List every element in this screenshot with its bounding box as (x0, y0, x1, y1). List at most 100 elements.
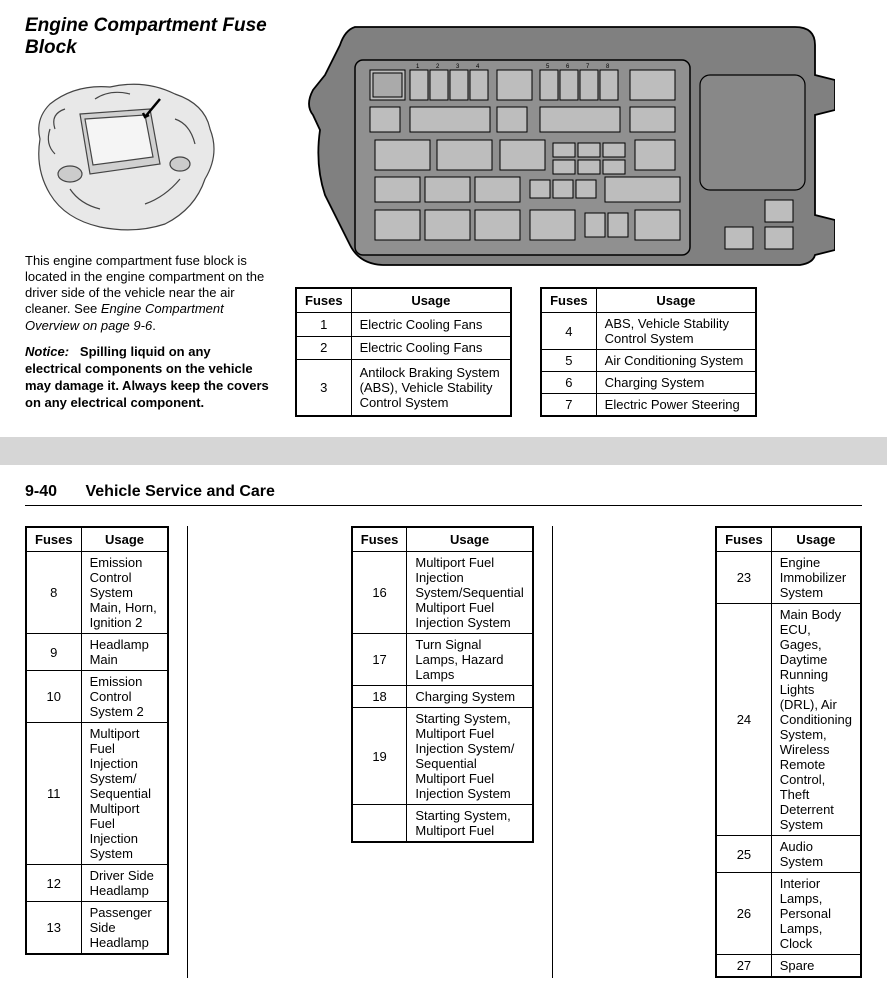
fuse-usage: Engine Immobilizer System (771, 552, 861, 604)
table-row: 2Electric Cooling Fans (296, 336, 511, 360)
table-row: 17Turn Signal Lamps, Hazard Lamps (352, 634, 533, 686)
th-fuses: Fuses (26, 527, 81, 552)
notice-label: Notice: (25, 344, 69, 359)
th-fuses: Fuses (716, 527, 771, 552)
table-row: 9Headlamp Main (26, 634, 168, 671)
fuse-table-2: Fuses Usage 4ABS, Vehicle Stability Cont… (540, 287, 757, 417)
fuse-usage: Charging System (407, 686, 533, 708)
table-row: 7Electric Power Steering (541, 394, 756, 417)
fuse-table-4-body: 16Multiport Fuel Injection System/Sequen… (352, 552, 533, 843)
page-lower: 9-40 Vehicle Service and Care Fuses Usag… (0, 465, 887, 988)
notice-paragraph: Notice: Spilling liquid on any electrica… (25, 344, 270, 412)
fuse-table-2-body: 4ABS, Vehicle Stability Control System5A… (541, 313, 756, 417)
fuse-usage: Driver Side Headlamp (81, 865, 168, 902)
fuse-number: 11 (26, 723, 81, 865)
fuse-table-3: Fuses Usage 8Emission Control System Mai… (25, 526, 169, 955)
table-row: 3Antilock Braking System (ABS), Vehicle … (296, 360, 511, 416)
table-row: 26Interior Lamps, Personal Lamps, Clock (716, 873, 861, 955)
fuse-table-5: Fuses Usage 23Engine Immobilizer System2… (715, 526, 862, 978)
fuse-usage: Starting System, Multiport Fuel Injectio… (407, 708, 533, 805)
fuse-number: 10 (26, 671, 81, 723)
fuse-number: 19 (352, 708, 407, 805)
th-usage: Usage (407, 527, 533, 552)
table-row: 8Emission Control System Main, Horn, Ign… (26, 552, 168, 634)
fuse-number: 9 (26, 634, 81, 671)
fuse-usage: Electric Cooling Fans (351, 336, 511, 360)
desc-after: . (152, 318, 156, 333)
page-header: 9-40 Vehicle Service and Care (25, 483, 862, 506)
fuse-number: 25 (716, 836, 771, 873)
th-usage: Usage (771, 527, 861, 552)
right-column: 1234 5678 Fuses Usage 1Electric Cooling … (295, 15, 862, 417)
fuse-number: 4 (541, 313, 596, 350)
fuse-usage: Interior Lamps, Personal Lamps, Clock (771, 873, 861, 955)
fuse-table-3-body: 8Emission Control System Main, Horn, Ign… (26, 552, 168, 955)
column-separator (552, 526, 697, 978)
th-usage: Usage (596, 288, 756, 313)
fuse-number: 17 (352, 634, 407, 686)
fuse-number: 8 (26, 552, 81, 634)
table-row: 13Passenger Side Headlamp (26, 902, 168, 955)
left-column: Engine Compartment Fuse Block (25, 15, 270, 417)
fuse-number: 7 (541, 394, 596, 417)
fuse-number: 2 (296, 336, 351, 360)
page-divider (0, 437, 887, 465)
fuse-usage: Antilock Braking System (ABS), Vehicle S… (351, 360, 511, 416)
table-row: Starting System, Multiport Fuel (352, 805, 533, 843)
fuse-number: 24 (716, 604, 771, 836)
th-fuses: Fuses (352, 527, 407, 552)
fuse-usage: Emission Control System 2 (81, 671, 168, 723)
column-separator (187, 526, 332, 978)
th-usage: Usage (81, 527, 168, 552)
fuse-usage: Passenger Side Headlamp (81, 902, 168, 955)
upper-tables-row: Fuses Usage 1Electric Cooling Fans2Elect… (295, 287, 862, 417)
lower-tables-row: Fuses Usage 8Emission Control System Mai… (25, 526, 862, 978)
fuse-table-5-body: 23Engine Immobilizer System24Main Body E… (716, 552, 861, 978)
fuse-number: 5 (541, 350, 596, 372)
description-text: This engine compartment fuse block is lo… (25, 253, 270, 334)
table-row: 10Emission Control System 2 (26, 671, 168, 723)
fuse-number: 13 (26, 902, 81, 955)
table-row: 27Spare (716, 955, 861, 978)
fuse-number: 26 (716, 873, 771, 955)
fuse-usage: Starting System, Multiport Fuel (407, 805, 533, 843)
page-number: 9-40 (25, 483, 57, 500)
table-row: 12Driver Side Headlamp (26, 865, 168, 902)
table-row: 25Audio System (716, 836, 861, 873)
table-row: 6Charging System (541, 372, 756, 394)
table-row: 24Main Body ECU, Gages, Daytime Running … (716, 604, 861, 836)
fuse-number: 1 (296, 313, 351, 337)
table-row: 23Engine Immobilizer System (716, 552, 861, 604)
fuse-table-1: Fuses Usage 1Electric Cooling Fans2Elect… (295, 287, 512, 417)
fuse-usage: Charging System (596, 372, 756, 394)
fuse-number: 23 (716, 552, 771, 604)
section-heading: Engine Compartment Fuse Block (25, 15, 270, 59)
fuse-number: 18 (352, 686, 407, 708)
table-row: 4ABS, Vehicle Stability Control System (541, 313, 756, 350)
table-row: 5Air Conditioning System (541, 350, 756, 372)
th-fuses: Fuses (296, 288, 351, 313)
page-upper: Engine Compartment Fuse Block (0, 0, 887, 437)
th-fuses: Fuses (541, 288, 596, 313)
fuse-usage: Electric Power Steering (596, 394, 756, 417)
fuse-usage: Multiport Fuel Injection System/ Sequent… (81, 723, 168, 865)
fuse-usage: ABS, Vehicle Stability Control System (596, 313, 756, 350)
fuse-number (352, 805, 407, 843)
table-row: 19Starting System, Multiport Fuel Inject… (352, 708, 533, 805)
fuse-usage: Multiport Fuel Injection System/Sequenti… (407, 552, 533, 634)
fuse-usage: Headlamp Main (81, 634, 168, 671)
table-row: 18Charging System (352, 686, 533, 708)
fuse-usage: Spare (771, 955, 861, 978)
fuse-table-1-body: 1Electric Cooling Fans2Electric Cooling … (296, 313, 511, 417)
table-row: 16Multiport Fuel Injection System/Sequen… (352, 552, 533, 634)
fuse-number: 16 (352, 552, 407, 634)
fuse-usage: Air Conditioning System (596, 350, 756, 372)
fuse-number: 12 (26, 865, 81, 902)
table-row: 1Electric Cooling Fans (296, 313, 511, 337)
fuse-number: 3 (296, 360, 351, 416)
fuse-table-4: Fuses Usage 16Multiport Fuel Injection S… (351, 526, 534, 843)
page-title: Vehicle Service and Care (85, 483, 274, 500)
fuse-usage: Audio System (771, 836, 861, 873)
fuse-usage: Electric Cooling Fans (351, 313, 511, 337)
engine-compartment-illustration (25, 69, 225, 239)
